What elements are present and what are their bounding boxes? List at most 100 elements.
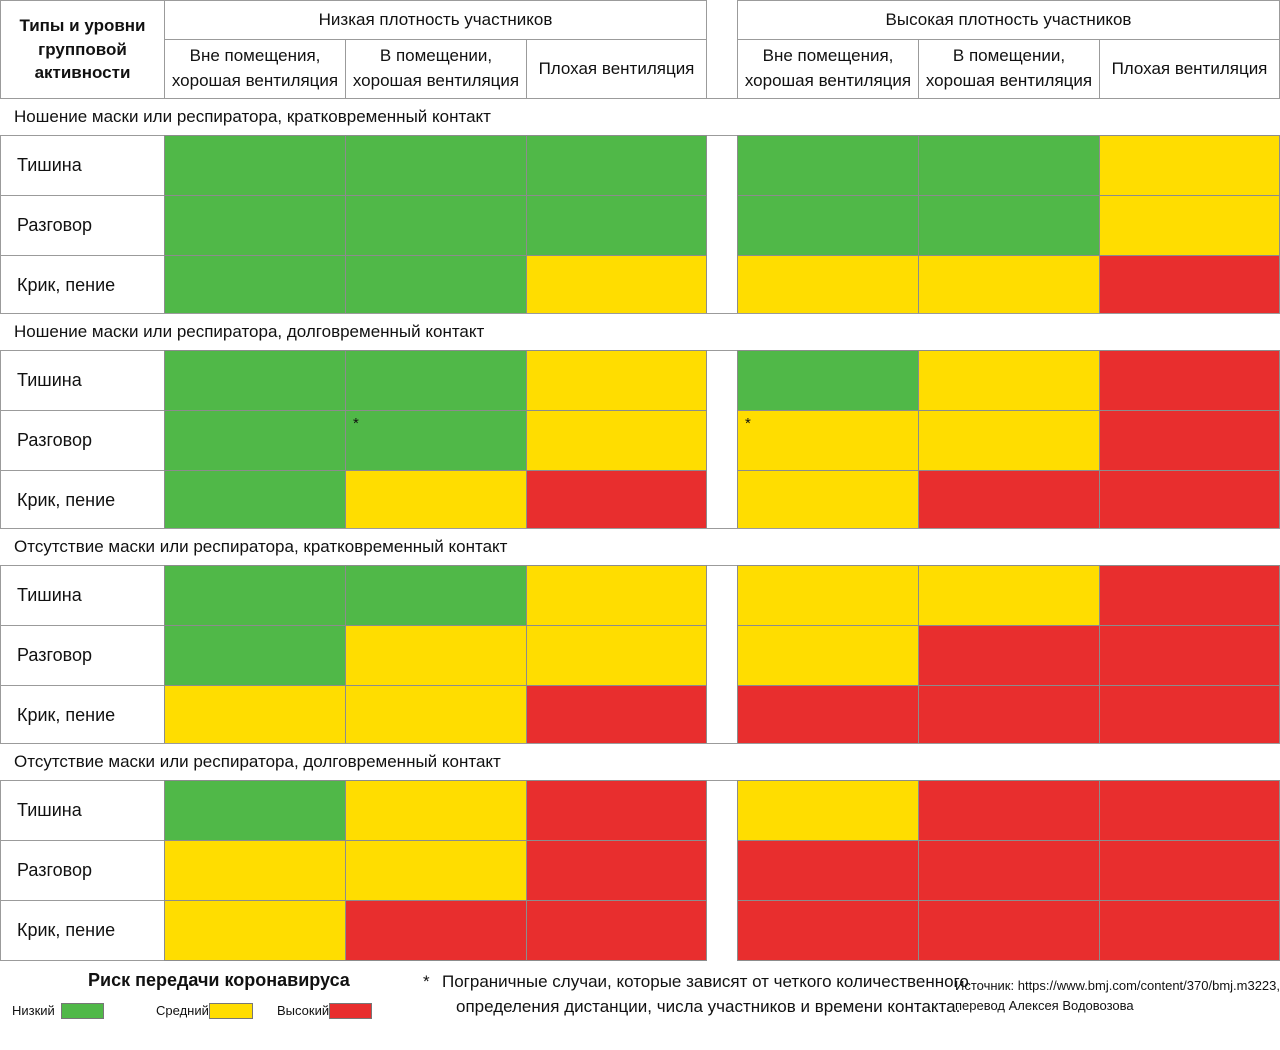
- row-label: Разговор: [0, 410, 165, 471]
- section-header-3: Отсутствие маски или респиратора, кратко…: [0, 528, 1280, 566]
- setting-header-low-outdoor: Вне помещения, хорошая вентиляция: [164, 39, 346, 99]
- risk-cell-low-density-medium: [345, 780, 527, 841]
- legend-low-label: Низкий: [12, 1003, 55, 1018]
- risk-cell-low-density-medium: [164, 840, 346, 901]
- risk-cell-high-density-medium: [918, 350, 1100, 411]
- risk-cell-low-density-high: [526, 900, 707, 961]
- row-label: Крик, пение: [0, 900, 165, 961]
- risk-cell-high-density-low: [737, 135, 919, 196]
- risk-cell-high-density-high: [918, 900, 1100, 961]
- risk-cell-low-density-high: [345, 900, 527, 961]
- risk-cell-high-density-medium: [918, 410, 1100, 471]
- risk-cell-high-density-high: [1099, 780, 1280, 841]
- legend-low-swatch: [61, 1003, 104, 1019]
- risk-cell-low-density-medium: [345, 840, 527, 901]
- risk-cell-low-density-medium: [526, 410, 707, 471]
- risk-cell-high-density-medium: [737, 255, 919, 316]
- risk-cell-high-density-medium: [918, 565, 1100, 626]
- setting-header-high-outdoor: Вне помещения, хорошая вентиляция: [737, 39, 919, 99]
- setting-header-low-poor: Плохая вентиляция: [526, 39, 707, 99]
- row-label: Крик, пение: [0, 685, 165, 746]
- section-header-1: Ношение маски или респиратора, кратковре…: [0, 98, 1280, 136]
- risk-cell-low-density-low: [164, 565, 346, 626]
- risk-cell-low-density-medium: [345, 625, 527, 686]
- risk-cell-high-density-medium: [737, 780, 919, 841]
- risk-cell-high-density-high: [918, 840, 1100, 901]
- risk-cell-low-density-low: [345, 565, 527, 626]
- risk-cell-low-density-high: [526, 685, 707, 746]
- setting-header-low-indoor: В помещении, хорошая вентиляция: [345, 39, 527, 99]
- risk-cell-high-density-low: [918, 135, 1100, 196]
- risk-cell-low-density-medium: [164, 900, 346, 961]
- risk-cell-high-density-high: [737, 900, 919, 961]
- risk-cell-low-density-low: [164, 470, 346, 531]
- risk-cell-low-density-low: [164, 780, 346, 841]
- risk-cell-high-density-high: [918, 470, 1100, 531]
- risk-cell-low-density-low: [164, 195, 346, 256]
- source-line2: перевод Алексея Водовозова: [955, 998, 1134, 1013]
- risk-cell-low-density-low: [164, 410, 346, 471]
- risk-cell-high-density-medium: [737, 565, 919, 626]
- risk-cell-high-density-high: [1099, 410, 1280, 471]
- risk-cell-low-density-low: [164, 350, 346, 411]
- risk-cell-high-density-medium: [918, 255, 1100, 316]
- row-label: Тишина: [0, 350, 165, 411]
- row-label: Крик, пение: [0, 470, 165, 531]
- corner-header: Типы и уровни групповой активности: [0, 0, 165, 99]
- low-density-header: Низкая плотность участников: [164, 0, 707, 40]
- risk-cell-high-density-high: [1099, 840, 1280, 901]
- row-label: Разговор: [0, 840, 165, 901]
- source-line1: Источник: https://www.bmj.com/content/37…: [955, 978, 1280, 993]
- legend-title: Риск передачи коронавируса: [88, 970, 350, 990]
- risk-cell-low-density-medium: [526, 350, 707, 411]
- risk-cell-low-density-medium: [526, 625, 707, 686]
- risk-cell-high-density-high: [1099, 625, 1280, 686]
- legend-medium-swatch: [209, 1003, 253, 1019]
- risk-cell-high-density-medium: [1099, 195, 1280, 256]
- risk-cell-low-density-low: [345, 350, 527, 411]
- row-label: Крик, пение: [0, 255, 165, 316]
- risk-cell-low-density-low: [345, 195, 527, 256]
- risk-cell-high-density-high: [1099, 350, 1280, 411]
- setting-header-high-indoor: В помещении, хорошая вентиляция: [918, 39, 1100, 99]
- legend-medium-label: Средний: [156, 1003, 209, 1018]
- risk-cell-low-density-low: [526, 195, 707, 256]
- risk-cell-high-density-high: [1099, 470, 1280, 531]
- section-header-4: Отсутствие маски или респиратора, долгов…: [0, 743, 1280, 781]
- legend-high-label: Высокий: [277, 1003, 330, 1018]
- risk-cell-high-density-medium: [1099, 135, 1280, 196]
- row-label: Разговор: [0, 195, 165, 256]
- row-label: Тишина: [0, 565, 165, 626]
- risk-cell-high-density-high: [918, 685, 1100, 746]
- risk-cell-low-density-medium: [526, 255, 707, 316]
- risk-cell-low-density-low: [164, 255, 346, 316]
- risk-cell-low-density-high: [526, 470, 707, 531]
- risk-cell-low-density-medium: [345, 685, 527, 746]
- borderline-star: *: [745, 415, 751, 432]
- row-label: Тишина: [0, 780, 165, 841]
- risk-cell-low-density-low: [164, 135, 346, 196]
- risk-cell-low-density-medium: [345, 470, 527, 531]
- borderline-star: *: [353, 415, 359, 432]
- footnote-line1: Пограничные случаи, которые зависят от ч…: [442, 972, 969, 991]
- risk-cell-high-density-medium: [737, 470, 919, 531]
- risk-cell-high-density-high: [1099, 255, 1280, 316]
- risk-cell-high-density-high: [1099, 685, 1280, 746]
- section-header-2: Ношение маски или респиратора, долговрем…: [0, 313, 1280, 351]
- risk-cell-high-density-high: [918, 780, 1100, 841]
- risk-cell-low-density-medium: [526, 565, 707, 626]
- risk-cell-high-density-low: [737, 195, 919, 256]
- risk-cell-high-density-high: [918, 625, 1100, 686]
- risk-cell-low-density-low: [345, 135, 527, 196]
- footnote-line2: определения дистанции, числа участников …: [456, 997, 961, 1016]
- legend-high-swatch: [329, 1003, 372, 1019]
- risk-cell-low-density-low: *: [345, 410, 527, 471]
- risk-cell-low-density-low: [345, 255, 527, 316]
- risk-cell-high-density-high: [737, 685, 919, 746]
- risk-cell-high-density-medium: [737, 625, 919, 686]
- row-label: Тишина: [0, 135, 165, 196]
- footnote-star: *: [423, 972, 430, 991]
- risk-cell-high-density-low: [918, 195, 1100, 256]
- high-density-header: Высокая плотность участников: [737, 0, 1280, 40]
- risk-cell-high-density-high: [1099, 565, 1280, 626]
